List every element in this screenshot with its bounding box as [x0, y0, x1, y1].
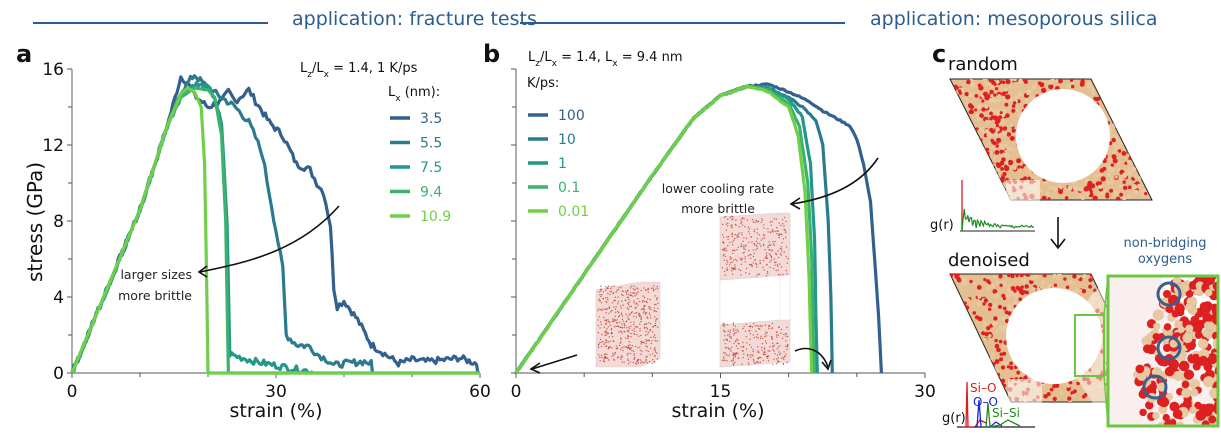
- nbo-circle-3: [1142, 374, 1168, 400]
- arrow-down-icon: [1050, 217, 1066, 250]
- chart-a-annotation: larger sizes more brittle: [118, 205, 340, 303]
- chart-b-lines: [514, 82, 883, 374]
- gr-random-trace: [961, 208, 1035, 232]
- header-rule-middle: [520, 22, 845, 24]
- annotation-line-1: larger sizes: [120, 267, 192, 282]
- panel-letter-a: a: [16, 40, 33, 68]
- series-line-0.01: [514, 84, 814, 374]
- y-tick-label: 8: [53, 212, 64, 232]
- y-tick-label: 0: [53, 364, 64, 384]
- chart-b-condition: Lz/Lx = 1.4, Lx = 9.4 nm: [528, 50, 682, 69]
- inset-arrow-left: [531, 354, 578, 370]
- x-tick-label: 0: [67, 382, 78, 402]
- legend-title: K/ps:: [527, 76, 559, 91]
- speckle-intact: [597, 285, 659, 365]
- gr-peak-o-o: [974, 399, 1003, 428]
- x-tick-label: 30: [265, 382, 287, 402]
- zoom-box: [1106, 274, 1220, 428]
- chart-a-condition: Lz/Lx = 1.4, 1 K/ps: [300, 61, 418, 80]
- legend-label: 5.5: [420, 136, 442, 152]
- y-tick-label: 16: [42, 60, 64, 80]
- legend-label: 7.5: [420, 160, 442, 176]
- chart-b-legend: K/ps: 100 10 1 0.1 0.01: [527, 76, 589, 220]
- nbo-line-2: oxygens: [1137, 252, 1193, 267]
- panel-c-structures: g(r) g(r) Si–: [930, 78, 1220, 428]
- legend-label: 0.01: [558, 204, 589, 220]
- gr-label-o-o: O–O: [973, 395, 998, 409]
- chart-b-annotation: lower cooling rate more brittle: [529, 157, 879, 374]
- header-rule-left: [33, 22, 268, 24]
- header-fracture-tests: application: fracture tests: [292, 8, 537, 30]
- annotation-line-1: lower cooling rate: [662, 181, 775, 196]
- label-denoised: denoised: [948, 250, 1030, 271]
- chart-a: 0 30 60 0 4 8 12 16 stress (GPa) strain (%) Lz/…: [23, 60, 491, 422]
- gr-label-si-o: Si–O: [970, 381, 996, 395]
- chart-a-lines: [70, 74, 480, 375]
- x-tick-label: 15: [710, 382, 732, 402]
- label-non-bridging-oxygens: non-bridging oxygens: [1110, 236, 1220, 268]
- gr-denoised: g(r) Si–O O–O Si–Si: [942, 381, 1035, 428]
- legend-label: 9.4: [420, 185, 442, 201]
- annotation-line-2: more brittle: [681, 201, 755, 216]
- highlight-random: [1006, 180, 1040, 202]
- pore-denoised: [1006, 288, 1102, 384]
- x-tick-label: 0: [511, 382, 522, 402]
- y-tick-label: 12: [42, 136, 64, 156]
- gr-random: g(r): [930, 180, 1035, 233]
- pore-random: [1016, 89, 1110, 183]
- x-tick-label: 30: [914, 382, 936, 402]
- gr-label-si-si: Si–Si: [992, 406, 1020, 420]
- legend-label: 3.5: [420, 111, 442, 127]
- random-slab: [949, 78, 1153, 202]
- annotation-arrow: [791, 157, 879, 205]
- x-tick-label: 60: [469, 382, 491, 402]
- legend-label: 1: [558, 156, 567, 172]
- nbo-circle-1: [1156, 281, 1182, 307]
- chart-a-xlabel: strain (%): [229, 400, 322, 422]
- nbo-circle-2: [1156, 335, 1182, 361]
- chart-a-legend: Lx (nm): 3.5 5.5 7.5 9.4 10.9: [388, 85, 451, 225]
- chart-b: 0 15 30 strain (%) Lz/Lx = 1.4, Lx = 9.4 n…: [511, 50, 936, 422]
- legend-label: 10.9: [420, 209, 451, 225]
- legend-label: 100: [558, 108, 585, 124]
- chart-b-xlabel: strain (%): [671, 400, 764, 422]
- inset-arrow-left-head: [529, 362, 541, 374]
- panel-letter-c: c: [932, 40, 947, 68]
- inset-arrow-right-head: [821, 359, 832, 371]
- speckle-fractured: [721, 215, 789, 366]
- svg-text:Lz/Lx = 1.4, 1 K/ps: Lz/Lx = 1.4, 1 K/ps: [300, 61, 418, 80]
- header-mesoporous-silica: application: mesoporous silica: [870, 8, 1158, 30]
- gr-random-label: g(r): [930, 218, 954, 233]
- series-line-100: [514, 82, 883, 374]
- inset-fractured-box: [719, 212, 791, 368]
- gr-denoised-label: g(r): [942, 411, 966, 426]
- annotation-arrowhead: [197, 265, 208, 278]
- panel-letter-b: b: [483, 40, 501, 68]
- highlight-denoised: [1008, 379, 1042, 403]
- series-line-10.9: [70, 86, 480, 375]
- legend-title: Lx (nm):: [388, 85, 440, 104]
- gr-peak-si-si: [982, 402, 1021, 428]
- chart-a-ylabel: stress (GPa): [23, 162, 47, 282]
- inset-intact-box: [595, 281, 661, 368]
- nbo-line-1: non-bridging: [1123, 236, 1207, 251]
- label-random: random: [948, 54, 1018, 75]
- svg-text:Lz/Lx = 1.4, Lx = 9.4 nm: Lz/Lx = 1.4, Lx = 9.4 nm: [528, 50, 682, 69]
- chart-b-axes: 0 15 30: [511, 68, 936, 402]
- legend-label: 10: [558, 132, 576, 148]
- y-tick-label: 4: [53, 288, 64, 308]
- annotation-arrow: [199, 205, 340, 273]
- annotation-line-2: more brittle: [118, 288, 192, 303]
- annotation-arrowhead: [789, 197, 801, 210]
- inset-arrow-right: [794, 347, 829, 368]
- legend-label: 0.1: [558, 180, 580, 196]
